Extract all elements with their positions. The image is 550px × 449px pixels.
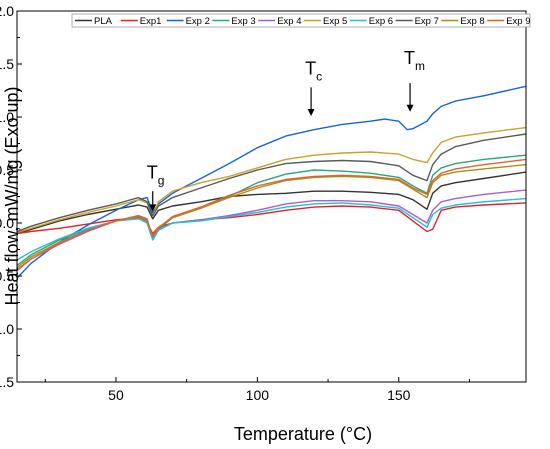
annotation-arrowhead [406,104,414,112]
series-line-8 [16,133,527,233]
legend: PLA Exp1 Exp 2 Exp 3 Exp 4 Exp 5 Exp 6 Exp 7 Exp… [71,13,531,28]
series-line-2 [16,202,527,235]
y-tick-label: 1.0 [0,109,14,125]
annotation-subscript: c [316,70,322,84]
y-tick-label: -1.5 [0,374,14,390]
y-tick-label: 1.5 [0,56,14,72]
x-axis-title: Temperature (°C) [234,424,372,444]
legend-label-10: Exp 9 [506,16,530,27]
annotation-arrowhead [149,204,157,212]
legend-label-5: Exp 4 [277,16,301,27]
x-tick-label: 150 [387,387,411,403]
y-tick-label: -0.5 [0,268,14,284]
series-line-6 [16,126,527,234]
annotation-arrowhead [307,108,315,116]
legend-label-8: Exp 7 [415,16,439,27]
legend-label-4: Exp 3 [231,16,255,27]
series-line-3 [16,85,527,279]
series-layer [16,85,527,279]
x-tick-label: 100 [246,387,270,403]
legend-label-2: Exp1 [140,16,162,27]
legend-label-1: PLA [94,16,113,27]
y-axis-title: Heat flow, mW/mg (Exo up) [2,86,22,305]
series-line-1 [16,171,527,235]
legend-label-9: Exp 8 [460,16,484,27]
legend-label-7: Exp 6 [369,16,393,27]
annotation-subscript: g [158,173,165,187]
series-line-10 [16,158,527,271]
ticks-layer: 50 100 150 -1.5 -1.0 -0.5 0.0 0.5 1.0 1.5 2.0 [0,3,470,403]
y-tick-label: 2.0 [0,3,14,19]
legend-label-3: Exp 2 [186,16,210,27]
x-tick-label: 50 [108,387,124,403]
y-tick-label: -1.0 [0,321,14,337]
y-tick-label: 0.0 [0,215,14,231]
annotation-subscript: m [415,59,425,73]
legend-label-6: Exp 5 [323,16,347,27]
legend-box [71,13,531,28]
y-tick-label: 0.5 [0,162,14,178]
